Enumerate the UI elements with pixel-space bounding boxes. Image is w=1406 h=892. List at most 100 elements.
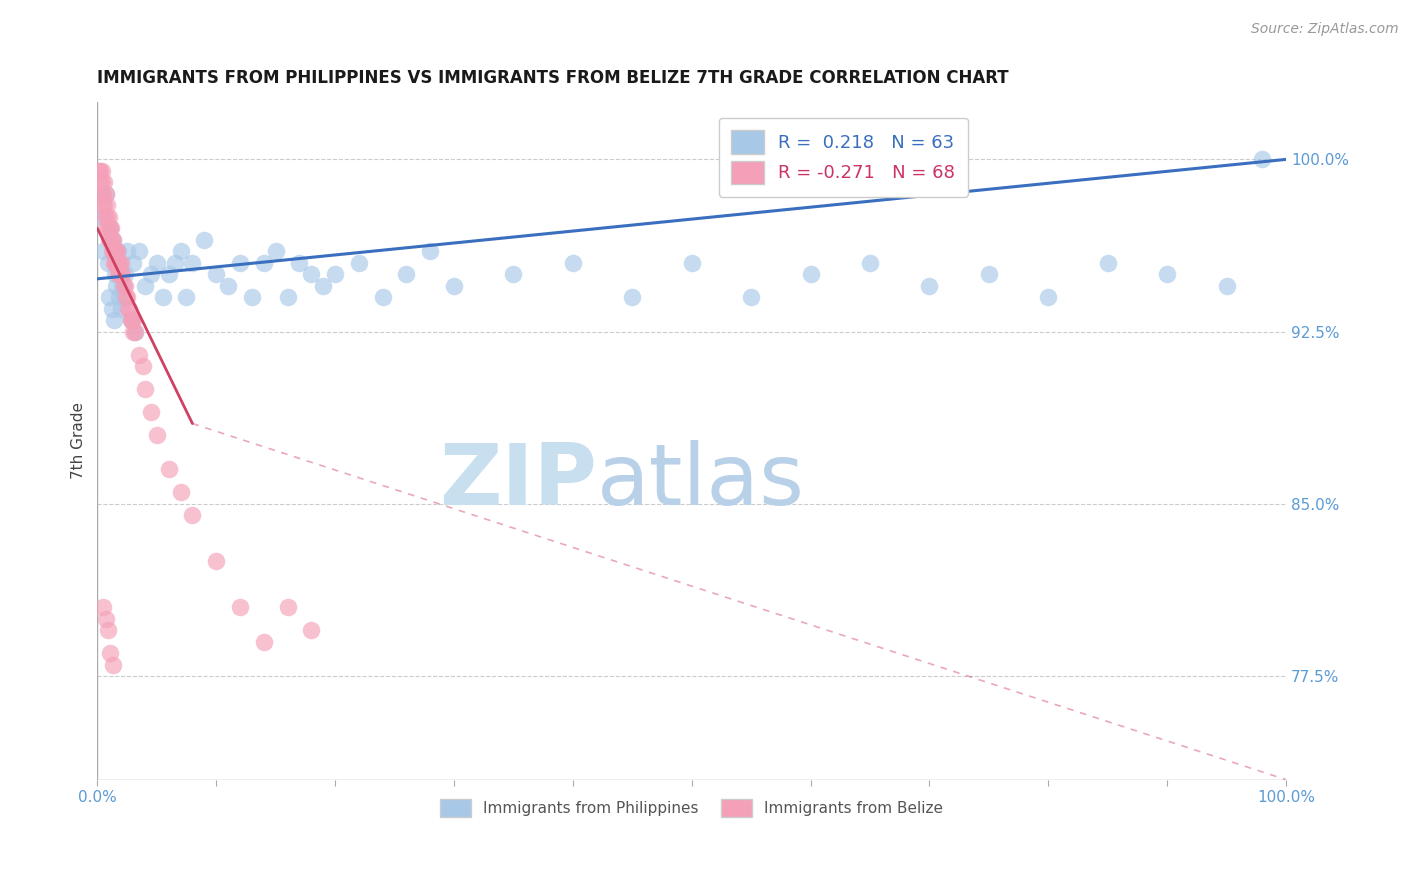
Y-axis label: 7th Grade: 7th Grade <box>72 402 86 479</box>
Point <box>323 267 346 281</box>
Point <box>98 233 121 247</box>
Point <box>169 485 191 500</box>
Point <box>918 278 941 293</box>
Point <box>91 186 114 201</box>
Point <box>112 278 135 293</box>
Point <box>107 244 129 259</box>
Point <box>169 244 191 259</box>
Point <box>107 290 129 304</box>
Point <box>97 221 120 235</box>
Point <box>103 233 125 247</box>
Point <box>146 428 169 442</box>
Point <box>134 278 156 293</box>
Point <box>97 256 120 270</box>
Point <box>105 244 128 259</box>
Point <box>101 233 124 247</box>
Point <box>277 600 299 615</box>
Point <box>229 600 252 615</box>
Point <box>110 301 132 316</box>
Point <box>94 210 117 224</box>
Point <box>229 256 252 270</box>
Point <box>98 290 121 304</box>
Point <box>100 233 122 247</box>
Point <box>94 186 117 201</box>
Point <box>120 313 142 327</box>
Point <box>395 267 418 281</box>
Point <box>122 313 145 327</box>
Text: IMMIGRANTS FROM PHILIPPINES VS IMMIGRANTS FROM BELIZE 7TH GRADE CORRELATION CHAR: IMMIGRANTS FROM PHILIPPINES VS IMMIGRANT… <box>97 69 1010 87</box>
Point <box>146 256 169 270</box>
Point <box>90 210 112 224</box>
Point <box>131 359 153 373</box>
Point <box>134 382 156 396</box>
Text: ZIP: ZIP <box>439 440 596 523</box>
Point <box>371 290 394 304</box>
Point <box>101 657 124 672</box>
Point <box>120 313 142 327</box>
Text: atlas: atlas <box>596 440 804 523</box>
Point <box>101 233 124 247</box>
Point <box>100 221 122 235</box>
Point <box>94 186 117 201</box>
Point <box>90 186 112 201</box>
Point <box>98 221 121 235</box>
Point <box>100 221 122 235</box>
Point <box>103 313 125 327</box>
Point <box>111 278 134 293</box>
Point <box>502 267 524 281</box>
Point <box>217 278 239 293</box>
Point <box>1156 267 1178 281</box>
Point <box>799 267 821 281</box>
Point <box>152 290 174 304</box>
Point <box>205 267 228 281</box>
Point <box>253 634 276 648</box>
Point <box>115 290 138 304</box>
Point <box>139 267 162 281</box>
Point <box>443 278 465 293</box>
Point <box>110 267 132 281</box>
Point <box>163 256 186 270</box>
Point <box>91 600 114 615</box>
Point <box>193 233 215 247</box>
Point <box>107 267 129 281</box>
Point <box>347 256 370 270</box>
Point <box>122 256 145 270</box>
Point <box>124 325 146 339</box>
Point <box>681 256 703 270</box>
Point <box>96 221 118 235</box>
Point <box>110 256 132 270</box>
Point <box>115 290 138 304</box>
Point <box>91 164 114 178</box>
Point <box>100 646 122 660</box>
Point <box>107 267 129 281</box>
Point <box>100 244 122 259</box>
Point <box>108 267 131 281</box>
Point <box>105 278 128 293</box>
Point <box>107 256 129 270</box>
Point <box>89 164 111 178</box>
Point <box>124 325 146 339</box>
Point <box>117 301 139 316</box>
Point <box>1251 153 1274 167</box>
Point <box>1097 256 1119 270</box>
Point <box>97 624 120 638</box>
Point <box>112 290 135 304</box>
Point <box>89 164 111 178</box>
Point <box>96 198 118 212</box>
Point <box>97 210 120 224</box>
Point <box>91 198 114 212</box>
Point <box>253 256 276 270</box>
Point <box>176 290 198 304</box>
Point <box>105 256 128 270</box>
Point <box>181 508 204 523</box>
Point <box>114 278 136 293</box>
Point <box>94 612 117 626</box>
Point <box>157 267 180 281</box>
Point <box>859 256 882 270</box>
Point <box>621 290 644 304</box>
Point <box>128 348 150 362</box>
Point <box>104 256 127 270</box>
Point <box>103 256 125 270</box>
Point <box>115 244 138 259</box>
Point <box>277 290 299 304</box>
